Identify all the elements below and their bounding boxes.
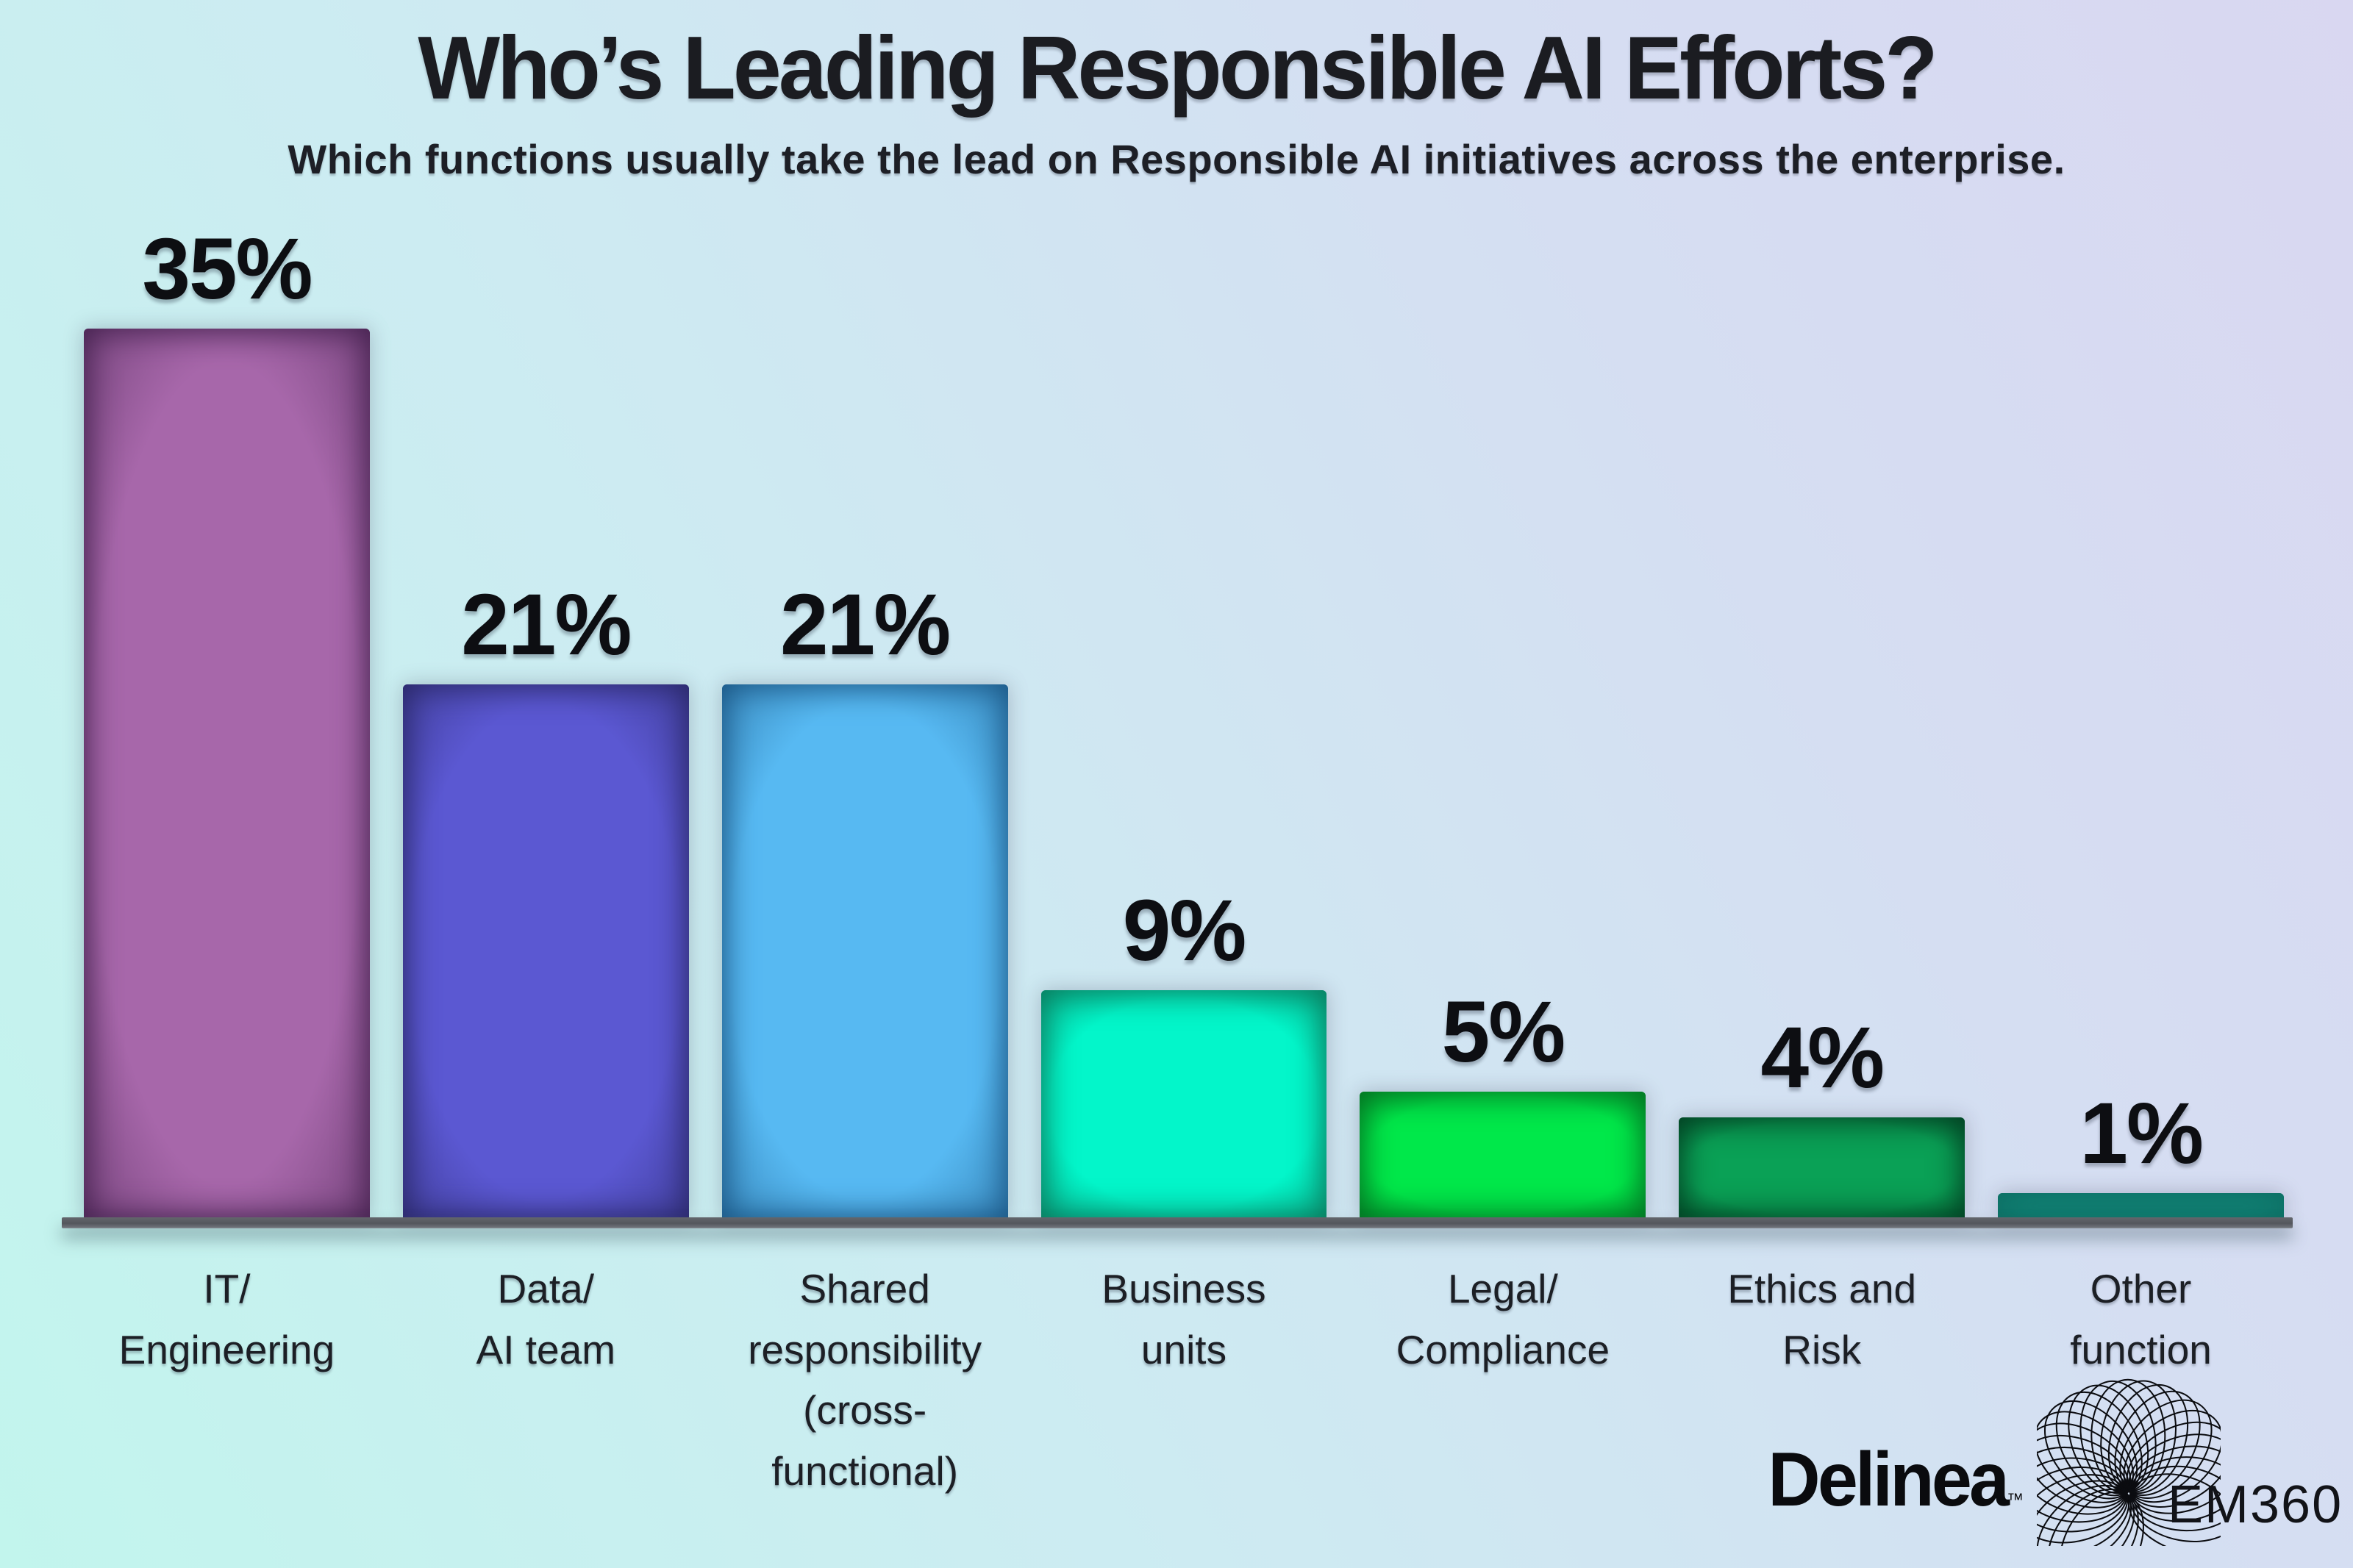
- bars-row: 35% 21% 21% 9% 5% 4% 1%: [84, 0, 2285, 1219]
- value-label-shared-responsibility: 21%: [780, 576, 951, 673]
- bar-shared-responsibility: [721, 684, 1008, 1219]
- category-label-line: Business: [1101, 1266, 1266, 1311]
- bar-data-ai-team: [402, 684, 689, 1219]
- category-label-line: IT/: [203, 1266, 251, 1311]
- category-label-business-units: Business units: [1041, 1259, 1327, 1501]
- category-label-line: (cross-: [803, 1387, 927, 1433]
- category-label-line: responsibility: [748, 1326, 982, 1372]
- category-label-line: Risk: [1782, 1326, 1862, 1372]
- category-label-line: function: [2070, 1326, 2212, 1372]
- em360-logo: EM360: [2037, 1362, 2341, 1546]
- category-label-other-function: Other function: [1998, 1259, 2284, 1501]
- bar-ethics-risk: [1679, 1117, 1965, 1219]
- category-label-line: Data/: [497, 1266, 595, 1311]
- value-label-data-ai-team: 21%: [461, 576, 632, 673]
- category-label-ethics-risk: Ethics and Risk: [1679, 1259, 1965, 1501]
- category-label-legal-compliance: Legal/Compliance: [1360, 1259, 1646, 1501]
- category-label-line: Ethics and: [1727, 1266, 1917, 1311]
- value-label-it-engineering: 35%: [142, 221, 313, 318]
- category-label-shared-responsibility: Shared responsibility (cross-functional): [722, 1259, 1008, 1501]
- bar-column-shared-responsibility: 21%: [721, 576, 1008, 1219]
- category-label-line: units: [1140, 1326, 1227, 1372]
- bar-legal-compliance: [1360, 1092, 1646, 1219]
- category-label-line: Compliance: [1396, 1326, 1610, 1372]
- category-label-line: Engineering: [118, 1326, 335, 1372]
- category-label-line: functional): [771, 1447, 959, 1494]
- delinea-logo: Delinea™: [1768, 1442, 2024, 1518]
- bar-other-function: [1998, 1193, 2285, 1219]
- bar-column-ethics-risk: 4%: [1679, 1014, 1965, 1219]
- trademark-symbol: ™: [2007, 1490, 2024, 1510]
- delinea-wordmark: Delinea: [1768, 1437, 2010, 1522]
- bar-it-engineering: [84, 329, 370, 1219]
- value-label-legal-compliance: 5%: [1441, 984, 1566, 1081]
- footer-logos: Delinea™ EM360: [1754, 1362, 2341, 1546]
- page-subtitle: Which functions usually take the lead on…: [288, 136, 2065, 182]
- bar-column-it-engineering: 35%: [84, 226, 370, 1219]
- x-axis-baseline: [62, 1217, 2293, 1228]
- bar-business-units: [1040, 990, 1327, 1219]
- bar-column-data-ai-team: 21%: [402, 576, 689, 1219]
- category-label-line: AI team: [476, 1326, 616, 1372]
- category-label-line: Other: [2090, 1266, 2192, 1311]
- category-labels-row: IT/Engineering Data/AI team Shared responsi…: [84, 1259, 2284, 1501]
- category-label-data-ai-team: Data/AI team: [403, 1259, 689, 1501]
- category-label-it-engineering: IT/Engineering: [84, 1259, 370, 1501]
- bar-column-other-function: 1%: [1998, 1085, 2285, 1219]
- category-label-line: Shared: [799, 1266, 930, 1311]
- value-label-other-function: 1%: [2079, 1085, 2204, 1182]
- bar-column-business-units: 9%: [1040, 882, 1327, 1219]
- em360-wordmark: EM360: [2168, 1475, 2343, 1534]
- value-label-business-units: 9%: [1122, 882, 1247, 979]
- bar-column-legal-compliance: 5%: [1360, 989, 1646, 1219]
- em360-spiral-icon: [2037, 1378, 2221, 1546]
- value-label-ethics-risk: 4%: [1760, 1009, 1885, 1106]
- page-title: Who’s Leading Responsible AI Efforts?: [418, 18, 1938, 118]
- category-label-line: Legal/: [1447, 1266, 1558, 1311]
